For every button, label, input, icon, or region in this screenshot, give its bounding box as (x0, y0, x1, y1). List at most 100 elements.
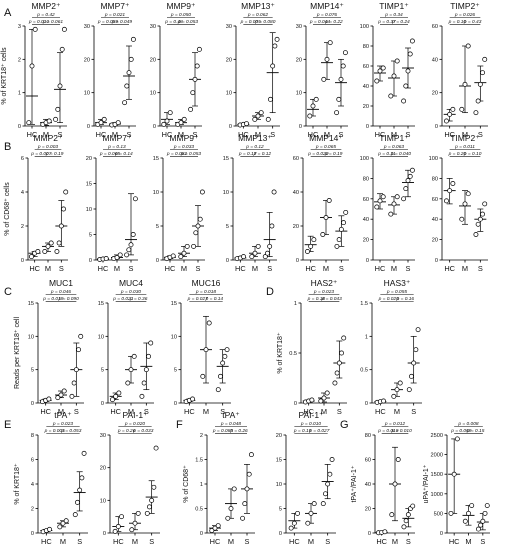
data-point (409, 373, 414, 379)
data-point (116, 390, 122, 396)
y-tick-label: 20 (226, 57, 232, 63)
data-point (338, 226, 344, 232)
p-value-m-vs-s: p = 0.19 (45, 151, 64, 157)
data-point (311, 501, 317, 507)
y-tick-label: 80 (363, 44, 369, 50)
data-point (391, 201, 397, 207)
y-tick-label: 80 (365, 433, 371, 439)
y-tick-label: 0.5 (195, 507, 203, 513)
data-point (119, 514, 124, 520)
data-point (324, 56, 330, 62)
x-category-label: S (127, 130, 132, 139)
x-category-label: HC (308, 130, 319, 139)
data-point (215, 387, 221, 393)
y-tick-label: 100 (429, 156, 438, 162)
y-tick-label: 0 (435, 124, 438, 130)
data-point (131, 353, 137, 359)
data-point (35, 249, 41, 254)
data-point (178, 254, 184, 260)
data-point (450, 181, 456, 186)
group-m (321, 40, 333, 82)
subplot-title: MMP2⁺ (33, 133, 63, 143)
data-point (76, 347, 81, 353)
y-tick-label: 40 (293, 190, 299, 196)
group-m (200, 315, 212, 384)
p-value-overall: p = 0.076 (316, 12, 337, 18)
x-category-label: S (58, 130, 63, 139)
y-tick-label: 40 (365, 482, 371, 488)
x-category-label: HC (375, 130, 386, 139)
y-tick-label: 0 (87, 124, 90, 130)
x-category-label: S (339, 130, 344, 139)
y-tick-label: 0.5 (289, 351, 297, 357)
x-category-label: HC (98, 264, 109, 273)
x-category-label: HC (29, 264, 40, 273)
group-s (124, 193, 138, 258)
p-value-hc-vs-m: p = 0.005 (44, 428, 65, 434)
data-point (203, 347, 209, 353)
y-tick-label: 10 (276, 482, 282, 488)
group-m (225, 486, 237, 521)
group-m (125, 353, 137, 386)
p-value-overall: p = 0.023 (313, 289, 334, 295)
x-category-label: S (406, 264, 411, 273)
data-point (469, 503, 475, 509)
y-tick-label: 10 (296, 91, 302, 97)
data-point (199, 189, 205, 195)
group-m (40, 118, 52, 127)
y-tick-label: 3 (18, 24, 21, 30)
data-point (336, 96, 342, 102)
y-tick-label: 40 (363, 217, 369, 223)
data-point (242, 501, 248, 507)
data-point (334, 110, 340, 116)
group-m (318, 390, 330, 404)
data-point (270, 63, 276, 69)
p-value-hc-vs-m: p = 0.020 (307, 151, 328, 157)
y-tick-label: 15 (153, 156, 159, 162)
group-m (388, 194, 400, 217)
data-point (244, 486, 250, 492)
p-value-overall: p = 0.008 (457, 421, 478, 427)
data-point (128, 367, 134, 373)
data-point (465, 43, 471, 49)
data-point (327, 471, 333, 477)
y-tick-label: 4 (21, 190, 24, 196)
y-tick-label: 0 (200, 531, 203, 537)
y-tick-label: 0 (31, 401, 34, 407)
subplot-title: TIMP2⁺ (450, 1, 480, 11)
x-category-label: S (144, 407, 149, 416)
data-point (329, 457, 335, 462)
data-point (391, 393, 397, 399)
p-value-hc-vs-m: p = 0.31 (377, 151, 396, 157)
group-m (111, 252, 123, 261)
x-category-label: M (462, 130, 468, 139)
data-point (151, 484, 157, 490)
x-category-label: M (391, 130, 397, 139)
p-value-m-vs-s: p = 0.053 (177, 19, 198, 25)
data-point (323, 215, 329, 220)
data-point (122, 100, 128, 106)
x-category-label: S (245, 537, 250, 546)
data-point (222, 353, 228, 359)
data-point (291, 520, 297, 526)
group-s (53, 26, 67, 124)
p-value-m-vs-s: p = 0.22 (324, 19, 343, 25)
p-value-hc-vs-m: p = 0.059 (97, 19, 118, 25)
data-point (334, 370, 340, 376)
data-point (482, 201, 488, 207)
subplot-title: MUC1 (49, 278, 73, 288)
data-point (477, 216, 483, 222)
group-hc (183, 396, 196, 405)
group-m (389, 446, 401, 522)
panel-letter-a: A (4, 7, 12, 19)
y-tick-label: 30 (226, 24, 232, 30)
data-point (79, 475, 85, 481)
x-category-label: S (74, 407, 79, 416)
data-point (397, 380, 403, 386)
